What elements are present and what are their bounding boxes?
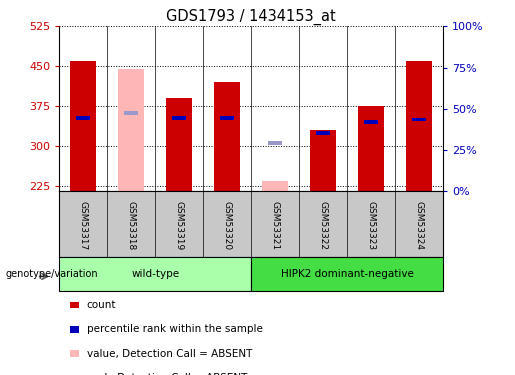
Bar [214, 82, 241, 191]
Text: GSM53323: GSM53323 [367, 201, 375, 250]
Text: percentile rank within the sample: percentile rank within the sample [87, 324, 263, 334]
Bar [411, 117, 426, 121]
Title: GDS1793 / 1434153_at: GDS1793 / 1434153_at [166, 9, 336, 25]
Bar [59, 257, 251, 291]
Bar [268, 141, 282, 145]
Bar [172, 117, 186, 120]
Text: value, Detection Call = ABSENT: value, Detection Call = ABSENT [87, 349, 252, 359]
Text: count: count [87, 300, 116, 310]
Text: GSM53318: GSM53318 [127, 201, 135, 250]
Text: wild-type: wild-type [131, 269, 179, 279]
Text: rank, Detection Call = ABSENT: rank, Detection Call = ABSENT [87, 373, 247, 375]
Text: GSM53320: GSM53320 [222, 201, 232, 250]
Text: GSM53317: GSM53317 [79, 201, 88, 250]
Bar [364, 120, 378, 124]
Bar [358, 106, 384, 191]
Text: GSM53324: GSM53324 [415, 201, 423, 250]
Bar [316, 131, 330, 135]
Bar [262, 181, 288, 191]
Bar [220, 117, 234, 120]
Bar [406, 61, 432, 191]
Text: GSM53322: GSM53322 [318, 201, 328, 250]
Bar [166, 98, 192, 191]
Text: genotype/variation: genotype/variation [5, 269, 98, 279]
Text: HIPK2 dominant-negative: HIPK2 dominant-negative [281, 269, 414, 279]
Bar [124, 111, 139, 115]
Bar [310, 130, 336, 191]
Bar [76, 117, 91, 120]
Bar [118, 69, 144, 191]
Bar [251, 257, 443, 291]
Bar [70, 61, 96, 191]
Text: GSM53321: GSM53321 [270, 201, 280, 250]
Text: GSM53319: GSM53319 [175, 201, 184, 250]
